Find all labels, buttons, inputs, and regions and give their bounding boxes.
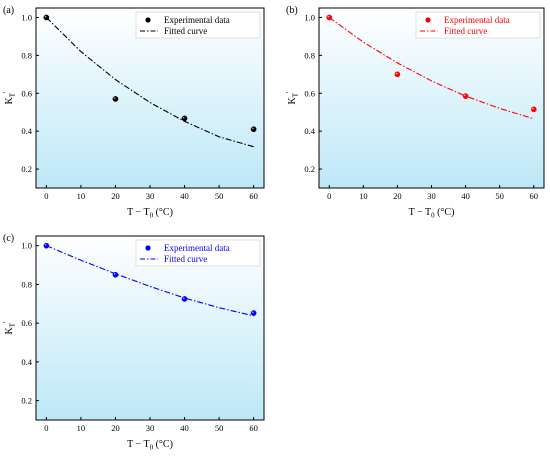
- chart-panel: (c) 0 10 20 30 40 50 60 0.2 0.4 0.6 0.8 1.0 T − T0 (°…: [2, 233, 265, 452]
- x-axis-label: T − T0 (°C): [127, 207, 173, 220]
- plot-background: [36, 236, 264, 420]
- data-point-highlight: [182, 297, 185, 299]
- fitted-curve-line: [328, 17, 534, 120]
- data-point: [112, 96, 119, 102]
- data-point-highlight: [44, 244, 47, 246]
- y-tick-label: 0.2: [304, 164, 315, 174]
- data-point: [43, 14, 50, 21]
- x-tick-label: 60: [249, 191, 258, 201]
- x-tick-label: 40: [180, 423, 189, 433]
- y-tick-label: 0.2: [21, 164, 32, 174]
- data-point-highlight: [113, 273, 116, 275]
- data-point: [181, 296, 188, 302]
- data-point: [43, 242, 50, 249]
- y-tick-label: 0.2: [21, 396, 32, 406]
- fitted-curve-line: [46, 245, 254, 317]
- panel-label: (a): [3, 5, 14, 16]
- x-axis-label: T − T0 (°C): [127, 439, 173, 452]
- y-tick-label: 0.8: [21, 279, 32, 289]
- legend-label-fitted: Fitted curve: [164, 254, 207, 264]
- y-tick-label: 0.8: [21, 50, 32, 60]
- legend-box: [135, 239, 261, 267]
- legend-label-experimental: Experimental data: [164, 243, 230, 253]
- y-tick-label: 0.4: [21, 357, 32, 367]
- legend-label-experimental: Experimental data: [444, 15, 510, 25]
- x-tick-label: 50: [215, 191, 224, 201]
- x-tick-label: 20: [393, 191, 402, 201]
- x-tick-label: 0: [327, 191, 331, 201]
- x-tick-label: 0: [44, 191, 48, 201]
- x-tick-label: 30: [427, 191, 436, 201]
- data-point: [112, 271, 119, 278]
- y-axis-label: KT': [285, 91, 300, 105]
- x-tick-label: 30: [146, 191, 155, 201]
- x-tick-label: 50: [495, 191, 504, 201]
- legend-label-experimental: Experimental data: [164, 15, 230, 25]
- legend-label-fitted: Fitted curve: [164, 26, 207, 36]
- y-tick-label: 1.0: [21, 241, 32, 251]
- x-tick-label: 60: [249, 423, 258, 433]
- data-point-highlight: [395, 72, 398, 75]
- x-tick-label: 10: [77, 191, 86, 201]
- y-tick-label: 0.6: [21, 318, 32, 328]
- x-tick-label: 40: [180, 191, 189, 201]
- data-point-highlight: [252, 127, 254, 130]
- y-tick-label: 0.4: [21, 126, 32, 136]
- data-point-highlight: [44, 15, 47, 18]
- x-tick-label: 10: [359, 191, 368, 201]
- x-tick-label: 10: [77, 423, 86, 433]
- y-tick-label: 0.8: [304, 50, 315, 60]
- legend-box: [135, 11, 261, 39]
- legend-point-marker: [145, 17, 151, 23]
- x-tick-label: 50: [215, 423, 224, 433]
- y-tick-label: 0.6: [21, 88, 32, 98]
- x-tick-label: 20: [111, 191, 120, 201]
- fitted-curve-line: [46, 17, 254, 148]
- data-point-highlight: [327, 15, 330, 18]
- legend-box: [415, 11, 541, 39]
- y-tick-label: 0.4: [304, 126, 315, 136]
- data-point: [250, 310, 257, 316]
- data-point-highlight: [463, 94, 466, 97]
- legend-point-marker: [145, 245, 151, 251]
- data-point-highlight: [113, 97, 116, 99]
- y-tick-label: 1.0: [304, 12, 315, 22]
- y-axis-label: KT': [2, 91, 17, 105]
- data-point: [394, 71, 401, 78]
- panel-label: (b): [286, 5, 298, 16]
- x-tick-label: 0: [44, 423, 48, 433]
- y-tick-label: 0.6: [304, 88, 315, 98]
- x-tick-label: 40: [461, 191, 470, 201]
- x-tick-label: 30: [146, 423, 155, 433]
- x-tick-label: 20: [111, 423, 120, 433]
- y-tick-label: 1.0: [21, 12, 32, 22]
- data-point-highlight: [182, 116, 185, 119]
- data-point: [326, 14, 333, 21]
- data-point: [181, 115, 188, 122]
- data-point: [462, 93, 469, 99]
- y-axis-label: KT': [2, 321, 17, 335]
- chart-panel: (a) 0 10 20 30 40 50 60 0.2 0.4 0.6 0.8 1.0 T − T0 (°…: [2, 5, 265, 220]
- data-point: [530, 106, 537, 113]
- chart-panel: (b) 0 10 20 30 40 50 60 0.2 0.4 0.6 0.8 1.0 T − T0 (°…: [285, 5, 545, 220]
- panel-label: (c): [3, 233, 14, 244]
- x-tick-label: 60: [530, 191, 539, 201]
- data-point-highlight: [252, 311, 254, 314]
- x-axis-label: T − T0 (°C): [409, 207, 455, 220]
- data-point: [250, 126, 257, 133]
- data-point-highlight: [532, 107, 534, 110]
- legend-point-marker: [425, 17, 431, 23]
- legend-label-fitted: Fitted curve: [444, 26, 487, 36]
